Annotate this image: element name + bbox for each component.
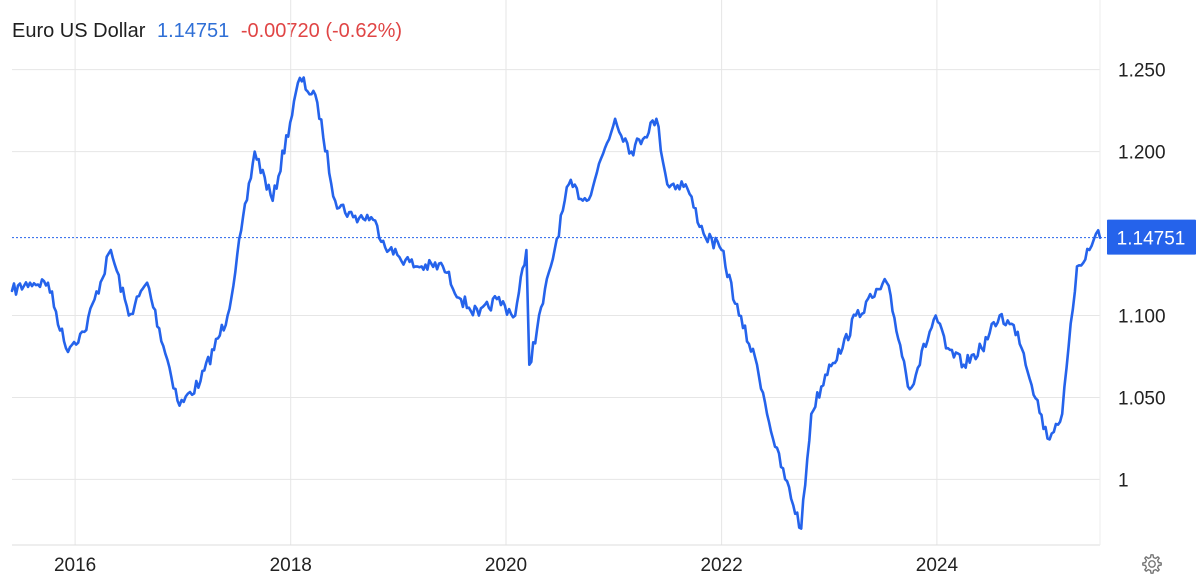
y-tick-label: 1 <box>1118 470 1129 491</box>
x-tick-label: 2024 <box>916 555 959 576</box>
x-tick-label: 2020 <box>485 555 527 576</box>
price-change: -0.00720 (-0.62%) <box>240 20 403 42</box>
instrument-title: Euro US Dollar <box>12 20 146 42</box>
current-price: 1.14751 <box>156 20 230 42</box>
x-tick-label: 2022 <box>700 555 742 576</box>
y-tick-label: 1.250 <box>1118 61 1166 82</box>
y-tick-label: 1.100 <box>1118 307 1166 328</box>
last-price-badge <box>1107 219 1196 255</box>
x-tick-label: 2018 <box>270 555 312 576</box>
chart-header: Euro US Dollar 1.14751 -0.00720 (-0.62%) <box>12 20 408 43</box>
last-price-label: 1.14751 <box>1117 229 1186 250</box>
series-line <box>10 76 1102 530</box>
y-tick-label: 1.200 <box>1118 143 1166 164</box>
y-tick-label: 1.050 <box>1118 388 1166 409</box>
x-tick-label: 2016 <box>54 555 96 576</box>
gear-icon[interactable] <box>1140 552 1164 576</box>
